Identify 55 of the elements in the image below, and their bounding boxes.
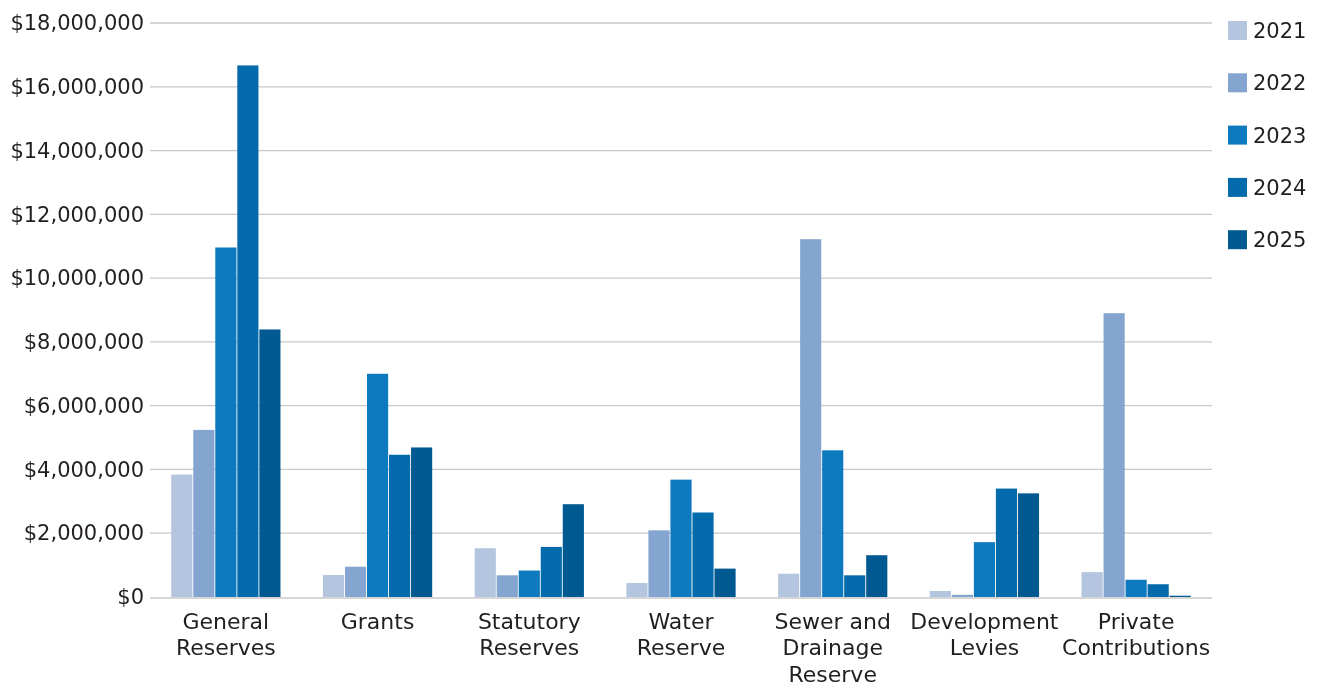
bar (367, 373, 389, 597)
legend-label: 2022 (1253, 71, 1307, 96)
y-tick-label: $16,000,000 (10, 75, 144, 99)
bar (1103, 313, 1125, 597)
bar (1081, 572, 1103, 597)
bar (1147, 584, 1169, 597)
bar (411, 447, 433, 597)
y-tick-label: $4,000,000 (23, 457, 144, 482)
legend-label: 2025 (1253, 228, 1307, 253)
bar (518, 570, 540, 597)
bar (193, 429, 215, 597)
bar (714, 568, 736, 597)
bar (626, 582, 648, 597)
legend-label: 2023 (1253, 123, 1307, 148)
bar (344, 566, 367, 597)
x-tick-label: Statutory Reserves (477, 609, 581, 661)
bar (562, 504, 584, 597)
bar (237, 65, 259, 597)
bar (822, 450, 844, 597)
bar (171, 474, 193, 597)
bar (1125, 579, 1147, 597)
legend-label: 2021 (1253, 19, 1307, 43)
y-tick-label: $0 (117, 585, 144, 610)
bar (929, 590, 951, 597)
x-tick-label: Private Contributions (1062, 609, 1211, 661)
legend-label: 2024 (1253, 175, 1307, 200)
x-tick-label: Sewer and Drainage Reserve (774, 609, 891, 687)
bar (973, 542, 995, 597)
bar (1017, 493, 1040, 597)
bar (322, 575, 345, 597)
y-tick-label: $14,000,000 (10, 138, 144, 163)
y-tick-label: $10,000,000 (10, 266, 144, 291)
x-tick-label: General Reserves (175, 609, 276, 661)
bar (692, 512, 714, 597)
bar (496, 575, 518, 597)
y-tick-label: $8,000,000 (23, 330, 144, 355)
bar (844, 575, 866, 597)
bar (389, 454, 411, 597)
x-tick-label: Development Levies (910, 609, 1059, 661)
y-tick-label: $12,000,000 (10, 202, 144, 227)
bar (540, 546, 562, 597)
y-tick-label: $18,000,000 (10, 11, 144, 36)
bar (670, 479, 692, 597)
x-tick-label: Grants (340, 609, 415, 634)
bar (778, 573, 800, 597)
bar (866, 555, 888, 597)
x-tick-label: Water Reserve (636, 609, 726, 661)
bar (648, 530, 670, 597)
bar (259, 329, 281, 597)
bar (474, 548, 496, 597)
y-tick-label: $2,000,000 (23, 521, 144, 546)
bar (215, 247, 237, 597)
bar (800, 239, 822, 597)
bar (995, 488, 1018, 597)
y-tick-label: $6,000,000 (23, 393, 144, 418)
